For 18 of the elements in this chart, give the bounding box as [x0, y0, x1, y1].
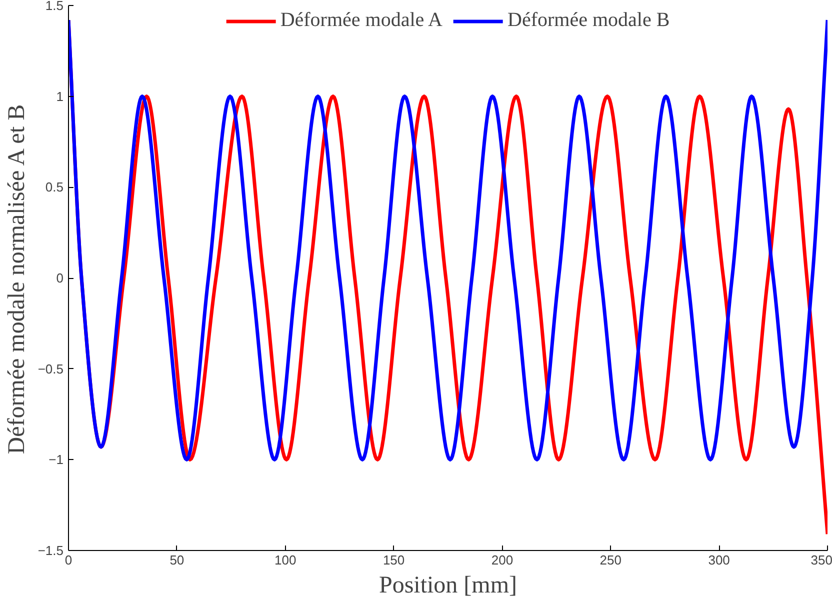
x-tick-label: 200	[491, 552, 514, 568]
x-tick-label: 250	[600, 552, 622, 568]
y-tick-label: −1	[48, 452, 64, 468]
x-tick-label: 50	[170, 552, 184, 568]
x-tick-label: 350	[810, 552, 832, 568]
y-tick-label: 0.5	[45, 180, 64, 195]
y-tick-label: −1.5	[38, 543, 64, 558]
y-tick-label: 1.5	[45, 0, 64, 13]
x-tick-label: 150	[382, 552, 405, 568]
y-tick-label: −0.5	[38, 361, 64, 376]
legend-label: Déformée modale A	[280, 9, 442, 32]
legend-label: Déformée modale B	[508, 9, 670, 32]
y-tick-label: 0	[56, 270, 64, 286]
x-tick-label: 300	[708, 552, 730, 568]
y-axis-title: Déformée modale normalisée A et B	[4, 104, 30, 454]
x-axis-title: Position [mm]	[378, 572, 518, 598]
x-tick-label: 100	[274, 552, 296, 568]
y-tick-label: 1	[56, 88, 64, 104]
